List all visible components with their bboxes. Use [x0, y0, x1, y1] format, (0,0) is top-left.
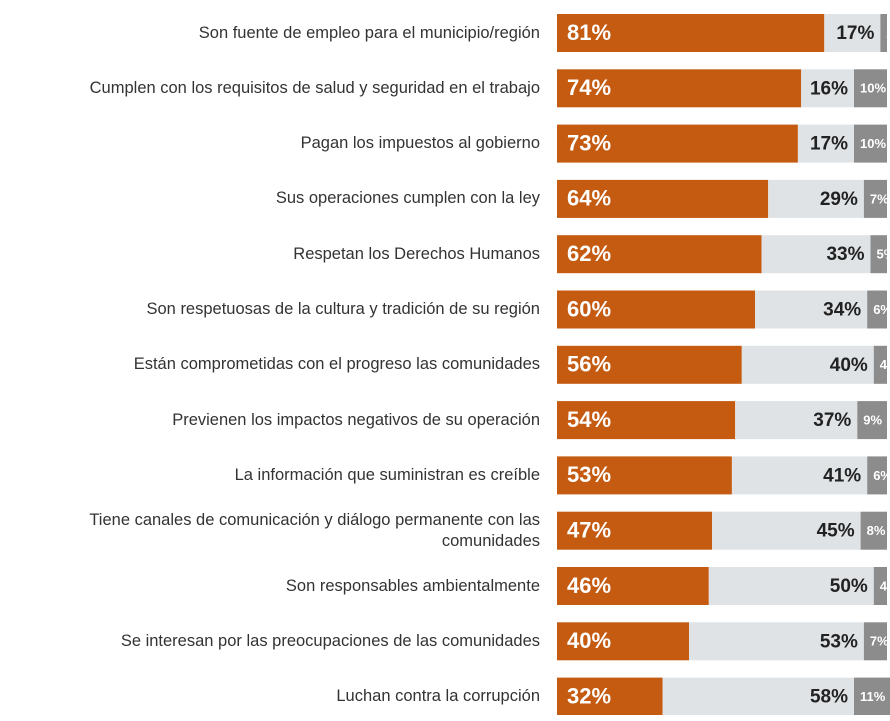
value-label: 6%	[873, 468, 890, 483]
value-label: 64%	[567, 186, 611, 211]
value-label: 73%	[567, 130, 611, 155]
value-label: 74%	[567, 75, 611, 100]
value-label: 16%	[810, 78, 848, 99]
value-label: 60%	[567, 296, 611, 321]
value-label: 8%	[867, 523, 886, 538]
value-label: 56%	[567, 352, 611, 377]
value-label: 47%	[567, 518, 611, 543]
value-label: 40%	[567, 628, 611, 653]
value-label: 33%	[826, 244, 864, 265]
value-label: 9%	[863, 413, 882, 428]
value-label: 50%	[830, 576, 868, 597]
value-label: 17%	[836, 23, 874, 44]
value-label: 11%	[860, 689, 886, 704]
value-label: 34%	[823, 300, 861, 321]
value-label: 6%	[873, 302, 890, 317]
value-label: 29%	[820, 189, 858, 210]
value-label: 46%	[567, 573, 611, 598]
value-label: 10%	[860, 136, 886, 151]
value-label: 81%	[567, 20, 611, 45]
value-label: 40%	[830, 355, 868, 376]
value-label: 2%	[886, 25, 890, 40]
value-label: 54%	[567, 407, 611, 432]
value-label: 62%	[567, 241, 611, 266]
value-label: 10%	[860, 81, 886, 96]
value-label: 53%	[567, 462, 611, 487]
value-label: 7%	[870, 634, 889, 649]
value-label: 41%	[823, 465, 861, 486]
value-label: 53%	[820, 631, 858, 652]
value-label: 32%	[567, 683, 611, 708]
value-label: 45%	[817, 521, 855, 542]
value-label: 37%	[813, 410, 851, 431]
value-label: 58%	[810, 687, 848, 708]
value-label: 4%	[880, 578, 890, 593]
value-label: 4%	[880, 357, 890, 372]
value-label: 5%	[877, 247, 890, 262]
value-label: 17%	[810, 134, 848, 155]
value-label: 7%	[870, 191, 889, 206]
